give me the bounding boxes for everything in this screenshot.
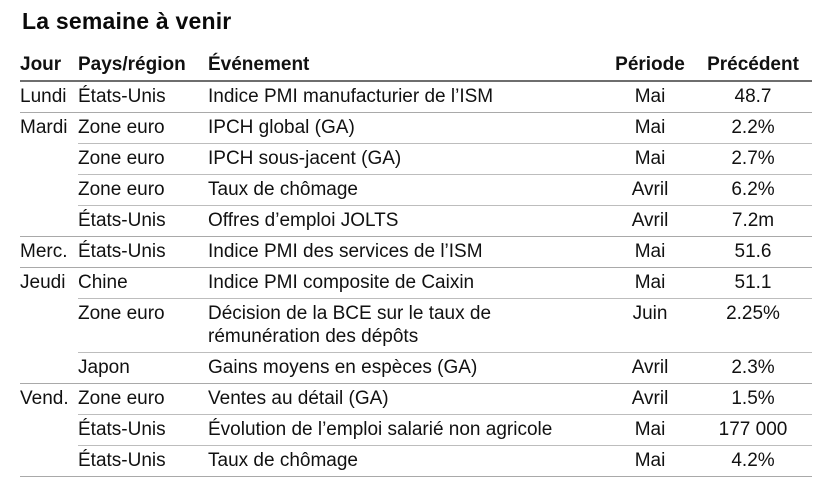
- cell-evenement: Ventes au détail (GA): [208, 388, 389, 409]
- cell-periode: Avril: [631, 388, 669, 409]
- cell-evenement: Gains moyens en espèces (GA): [208, 357, 478, 378]
- cell-jour: Vend.: [20, 388, 69, 409]
- cell-jour: Lundi: [20, 86, 67, 107]
- table-row: Zone euro Taux de chômage Avril 6.2%: [20, 175, 812, 205]
- header-cell-periode: Période: [615, 54, 685, 75]
- header-cell-precedent: Précédent: [707, 54, 799, 75]
- row-divider: [78, 174, 812, 175]
- cell-evenement: Offres d’emploi JOLTS: [208, 210, 399, 231]
- cell-evenement: Décision de la BCE sur le taux de rémuné…: [208, 303, 492, 347]
- header-cell-evenement: Événement: [208, 54, 310, 75]
- cell-periode: Avril: [631, 210, 669, 231]
- cell-pays-region: Zone euro: [78, 117, 165, 138]
- cell-jour: Mardi: [20, 117, 68, 138]
- cell-precedent: 51.1: [734, 272, 772, 293]
- table-row: États-Unis Taux de chômage Mai 4.2%: [20, 446, 812, 476]
- week-ahead-section: La semaine à venir Jour Pays/région Évén…: [20, 6, 812, 477]
- cell-periode: Avril: [631, 357, 669, 378]
- table-row: États-Unis Offres d’emploi JOLTS Avril 7…: [20, 206, 812, 236]
- group-divider: [20, 236, 812, 237]
- row-divider: [78, 352, 812, 353]
- cell-evenement: Indice PMI des services de l’ISM: [208, 241, 483, 262]
- table-row: Japon Gains moyens en espèces (GA) Avril…: [20, 353, 812, 383]
- cell-evenement: IPCH global (GA): [208, 117, 355, 138]
- table-row: Zone euro IPCH sous-jacent (GA) Mai 2.7%: [20, 144, 812, 174]
- cell-evenement: Taux de chômage: [208, 450, 358, 471]
- cell-precedent: 2.2%: [731, 117, 775, 138]
- table-row: États-Unis Évolution de l’emploi salarié…: [20, 415, 812, 445]
- cell-periode: Mai: [634, 241, 666, 262]
- cell-periode: Juin: [632, 303, 668, 324]
- table-row: Zone euro Décision de la BCE sur le taux…: [20, 299, 812, 352]
- cell-pays-region: États-Unis: [78, 419, 166, 440]
- header-cell-pays-region: Pays/région: [78, 54, 186, 75]
- table-row: Merc. États-Unis Indice PMI des services…: [20, 237, 812, 267]
- row-divider: [78, 414, 812, 415]
- cell-precedent: 2.7%: [731, 148, 775, 169]
- cell-precedent: 1.5%: [731, 388, 775, 409]
- cell-pays-region: Zone euro: [78, 179, 165, 200]
- table-bottom-divider: [20, 476, 812, 477]
- cell-pays-region: Zone euro: [78, 148, 165, 169]
- cell-precedent: 51.6: [734, 241, 772, 262]
- header-cell-jour: Jour: [20, 54, 62, 75]
- cell-periode: Mai: [634, 148, 666, 169]
- row-divider: [20, 112, 812, 113]
- cell-pays-region: États-Unis: [78, 86, 166, 107]
- table-row: Lundi États-Unis Indice PMI manufacturie…: [20, 82, 812, 112]
- table-row: Mardi Zone euro IPCH global (GA) Mai 2.2…: [20, 113, 812, 143]
- cell-pays-region: États-Unis: [78, 241, 166, 262]
- cell-periode: Mai: [634, 450, 666, 471]
- cell-precedent: 48.7: [734, 86, 772, 107]
- cell-precedent: 2.25%: [726, 303, 780, 324]
- cell-pays-region: Zone euro: [78, 388, 165, 409]
- cell-jour: Jeudi: [20, 272, 66, 293]
- cell-precedent: 4.2%: [731, 450, 775, 471]
- cell-evenement: Taux de chômage: [208, 179, 358, 200]
- row-divider: [78, 205, 812, 206]
- group-divider: [20, 383, 812, 384]
- cell-periode: Mai: [634, 117, 666, 138]
- cell-pays-region: Chine: [78, 272, 128, 293]
- cell-periode: Mai: [634, 419, 666, 440]
- cell-pays-region: États-Unis: [78, 450, 166, 471]
- cell-pays-region: Japon: [78, 357, 130, 378]
- row-divider: [78, 298, 812, 299]
- page-title: La semaine à venir: [22, 8, 232, 34]
- events-table: Jour Pays/région Événement Période Précé…: [20, 51, 812, 477]
- cell-periode: Avril: [631, 179, 669, 200]
- cell-evenement: Évolution de l’emploi salarié non agrico…: [208, 419, 553, 440]
- cell-precedent: 177 000: [718, 419, 788, 440]
- cell-precedent: 2.3%: [731, 357, 775, 378]
- cell-evenement: Indice PMI manufacturier de l’ISM: [208, 86, 494, 107]
- cell-jour: Merc.: [20, 241, 68, 262]
- cell-precedent: 6.2%: [731, 179, 775, 200]
- table-header-row: Jour Pays/région Événement Période Précé…: [20, 51, 812, 82]
- cell-periode: Mai: [634, 86, 666, 107]
- cell-evenement: IPCH sous-jacent (GA): [208, 148, 402, 169]
- cell-periode: Mai: [634, 272, 666, 293]
- cell-precedent: 7.2m: [731, 210, 775, 231]
- cell-evenement: Indice PMI composite de Caixin: [208, 272, 475, 293]
- cell-pays-region: États-Unis: [78, 210, 166, 231]
- row-divider: [78, 143, 812, 144]
- group-divider: [20, 267, 812, 268]
- cell-pays-region: Zone euro: [78, 303, 165, 324]
- table-row: Jeudi Chine Indice PMI composite de Caix…: [20, 268, 812, 298]
- row-divider: [78, 445, 812, 446]
- table-row: Vend. Zone euro Ventes au détail (GA) Av…: [20, 384, 812, 414]
